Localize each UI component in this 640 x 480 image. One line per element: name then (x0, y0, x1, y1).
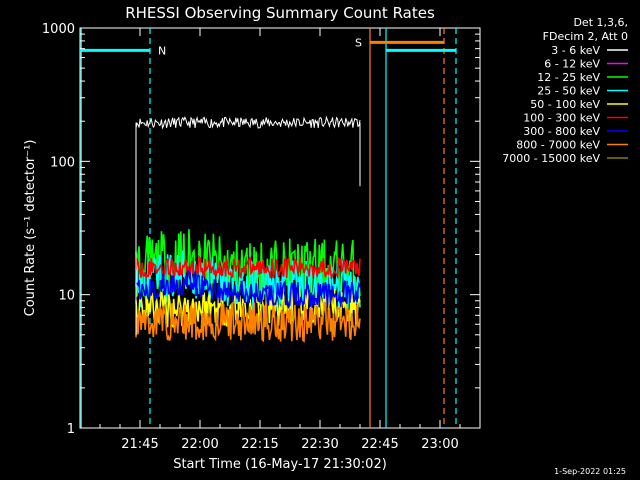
series-line-6 (135, 254, 361, 281)
x-tick-label-6: 23:00 (421, 437, 458, 452)
legend-item-6: 100 - 300 keV (523, 112, 600, 125)
y-tick-label-1: 1 (67, 422, 75, 437)
x-axis-title: Start Time (16-May-17 21:30:02) (173, 457, 387, 472)
y-tick-label-4: 1000 (42, 22, 75, 37)
series-line-7 (135, 270, 361, 310)
series-line-8 (135, 301, 361, 343)
plot-frame (79, 27, 481, 429)
legend-item-8: 800 - 7000 keV (516, 139, 600, 152)
chart-title: RHESSI Observing Summary Count Rates (125, 4, 435, 22)
y-tick-label-2: 10 (58, 289, 75, 304)
legend-item-4: 25 - 50 keV (537, 85, 600, 98)
legend-header-2: FDecim 2, Att 0 (543, 30, 628, 43)
legend-item-5: 50 - 100 keV (530, 98, 600, 111)
legend-header-1: Det 1,3,6, (573, 16, 628, 29)
legend-item-3: 12 - 25 keV (537, 71, 600, 84)
legend-item-7: 300 - 800 keV (523, 125, 600, 138)
generated-date: 1-Sep-2022 01:25 (554, 467, 626, 476)
x-tick-label-3: 22:15 (241, 437, 278, 452)
x-tick-label-1: 21:45 (121, 437, 158, 452)
annotation-label-s: S (355, 36, 362, 49)
series-line-1 (135, 115, 361, 130)
x-tick-label-5: 22:45 (361, 437, 398, 452)
annotation-label-n: N (158, 44, 166, 57)
legend-item-9: 7000 - 15000 keV (502, 152, 600, 165)
x-tick-label-2: 22:00 (181, 437, 218, 452)
y-tick-label-3: 100 (50, 155, 75, 170)
x-tick-label-4: 22:30 (301, 437, 338, 452)
y-axis-title: Count Rate (s⁻¹ detector⁻¹) (23, 140, 38, 317)
legend-item-2: 6 - 12 keV (544, 58, 600, 71)
legend-item-1: 3 - 6 keV (551, 44, 600, 57)
